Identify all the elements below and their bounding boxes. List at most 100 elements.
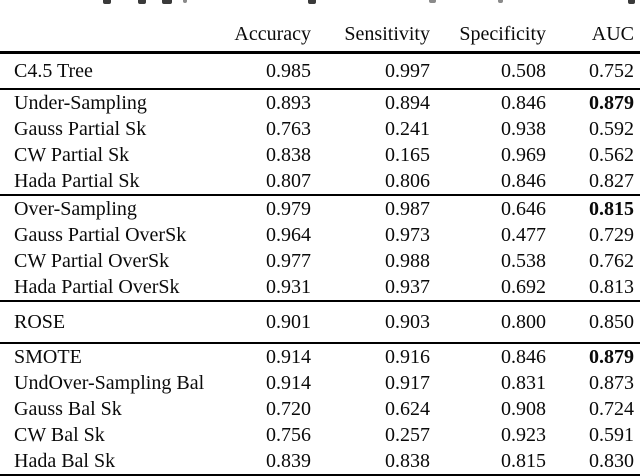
- table-group-rose: ROSE 0.901 0.903 0.800 0.850: [0, 301, 640, 343]
- cell-sensitivity: 0.624: [385, 398, 430, 420]
- column-header-sensitivity: Sensitivity: [344, 23, 430, 45]
- cell-specificity: 0.815: [501, 450, 546, 472]
- cell-specificity: 0.477: [501, 224, 546, 246]
- cell-auc: 0.830: [589, 450, 634, 472]
- cell-accuracy: 0.914: [266, 346, 311, 368]
- cell-specificity: 0.969: [501, 144, 546, 166]
- cell-specificity: 0.831: [501, 372, 546, 394]
- cell-accuracy: 0.763: [266, 118, 311, 140]
- cell-accuracy: 0.838: [266, 144, 311, 166]
- cell-sensitivity: 0.973: [385, 224, 430, 246]
- table-row: CW Bal Sk 0.756 0.257 0.923 0.591: [0, 422, 640, 448]
- cell-sensitivity: 0.987: [385, 198, 430, 220]
- row-label-header: [0, 8, 216, 53]
- table-row: Hada Bal Sk 0.839 0.838 0.815 0.830: [0, 448, 640, 476]
- cell-accuracy: 0.979: [266, 198, 311, 220]
- cell-accuracy: 0.807: [266, 170, 311, 192]
- cell-sensitivity: 0.997: [385, 60, 430, 82]
- cell-accuracy: 0.931: [266, 276, 311, 298]
- cell-sensitivity: 0.903: [385, 311, 430, 333]
- cell-auc: 0.562: [589, 144, 634, 166]
- cell-sensitivity: 0.894: [385, 92, 430, 114]
- cell-accuracy: 0.964: [266, 224, 311, 246]
- cell-specificity: 0.508: [501, 60, 546, 82]
- row-label: Under-Sampling: [14, 92, 147, 114]
- table-row: Hada Partial OverSk 0.931 0.937 0.692 0.813: [0, 274, 640, 301]
- row-label: Gauss Partial OverSk: [14, 224, 187, 246]
- row-label: Over-Sampling: [14, 198, 137, 220]
- cell-sensitivity: 0.241: [385, 118, 430, 140]
- cell-specificity: 0.938: [501, 118, 546, 140]
- cell-auc: 0.592: [589, 118, 634, 140]
- cell-sensitivity: 0.916: [385, 346, 430, 368]
- table-row: CW Partial Sk 0.838 0.165 0.969 0.562: [0, 142, 640, 168]
- table-group-smote-balanced: SMOTE 0.914 0.916 0.846 0.879 UndOver-Samplin…: [0, 343, 640, 476]
- table-row: Hada Partial Sk 0.807 0.806 0.846 0.827: [0, 168, 640, 195]
- table-row: Gauss Bal Sk 0.720 0.624 0.908 0.724: [0, 396, 640, 422]
- row-label: Gauss Bal Sk: [14, 398, 122, 420]
- cell-auc: 0.873: [589, 372, 634, 394]
- table-row: CW Partial OverSk 0.977 0.988 0.538 0.762: [0, 248, 640, 274]
- cell-specificity: 0.846: [501, 170, 546, 192]
- column-header-accuracy: Accuracy: [234, 23, 311, 45]
- cell-auc: 0.879: [589, 346, 634, 368]
- cell-auc: 0.827: [589, 170, 634, 192]
- cell-auc: 0.813: [589, 276, 634, 298]
- cell-sensitivity: 0.988: [385, 250, 430, 272]
- cell-sensitivity: 0.917: [385, 372, 430, 394]
- cell-accuracy: 0.977: [266, 250, 311, 272]
- cell-specificity: 0.923: [501, 424, 546, 446]
- table-row: Over-Sampling 0.979 0.987 0.646 0.815: [0, 195, 640, 222]
- table-row: C4.5 Tree 0.985 0.997 0.508 0.752: [0, 53, 640, 90]
- cell-auc: 0.752: [589, 60, 634, 82]
- cell-auc: 0.591: [589, 424, 634, 446]
- row-label: CW Partial Sk: [14, 144, 130, 166]
- cell-accuracy: 0.756: [266, 424, 311, 446]
- table-row: Gauss Partial Sk 0.763 0.241 0.938 0.592: [0, 116, 640, 142]
- cell-specificity: 0.846: [501, 346, 546, 368]
- cell-sensitivity: 0.937: [385, 276, 430, 298]
- column-header-auc: AUC: [591, 23, 634, 45]
- cell-specificity: 0.846: [501, 92, 546, 114]
- cell-specificity: 0.800: [501, 311, 546, 333]
- table-row: UndOver-Sampling Bal 0.914 0.917 0.831 0.873: [0, 370, 640, 396]
- row-label: Gauss Partial Sk: [14, 118, 147, 140]
- cell-auc: 0.879: [589, 92, 634, 114]
- table-group-under-sampling: Under-Sampling 0.893 0.894 0.846 0.879 Gauss …: [0, 89, 640, 195]
- cell-sensitivity: 0.838: [385, 450, 430, 472]
- cell-auc: 0.850: [589, 311, 634, 333]
- table-group-baseline: C4.5 Tree 0.985 0.997 0.508 0.752: [0, 53, 640, 90]
- cell-sensitivity: 0.165: [385, 144, 430, 166]
- results-table: Accuracy Sensitivity Specificity AUC C4.…: [0, 8, 640, 476]
- cell-accuracy: 0.901: [266, 311, 311, 333]
- cell-specificity: 0.538: [501, 250, 546, 272]
- cell-specificity: 0.908: [501, 398, 546, 420]
- row-label: UndOver-Sampling Bal: [14, 372, 205, 394]
- cell-accuracy: 0.914: [266, 372, 311, 394]
- cell-accuracy: 0.893: [266, 92, 311, 114]
- cell-specificity: 0.692: [501, 276, 546, 298]
- row-label: ROSE: [14, 311, 66, 333]
- header-row: Accuracy Sensitivity Specificity AUC: [0, 8, 640, 53]
- row-label: SMOTE: [14, 346, 82, 368]
- cell-specificity: 0.646: [501, 198, 546, 220]
- cell-auc: 0.729: [589, 224, 634, 246]
- cell-auc: 0.815: [589, 198, 634, 220]
- row-label: Hada Bal Sk: [14, 450, 116, 472]
- column-header-specificity: Specificity: [459, 23, 546, 45]
- table-row: Under-Sampling 0.893 0.894 0.846 0.879: [0, 89, 640, 116]
- cell-accuracy: 0.720: [266, 398, 311, 420]
- row-label: Hada Partial Sk: [14, 170, 140, 192]
- cell-accuracy: 0.985: [266, 60, 311, 82]
- cropped-caption-fragments: [0, 0, 640, 8]
- row-label: C4.5 Tree: [14, 60, 93, 82]
- cell-sensitivity: 0.806: [385, 170, 430, 192]
- table-row: Gauss Partial OverSk 0.964 0.973 0.477 0.729: [0, 222, 640, 248]
- table-header: Accuracy Sensitivity Specificity AUC: [0, 8, 640, 53]
- row-label: CW Partial OverSk: [14, 250, 170, 272]
- table-group-over-sampling: Over-Sampling 0.979 0.987 0.646 0.815 Gauss P…: [0, 195, 640, 301]
- cell-accuracy: 0.839: [266, 450, 311, 472]
- cell-sensitivity: 0.257: [385, 424, 430, 446]
- table-row: SMOTE 0.914 0.916 0.846 0.879: [0, 343, 640, 370]
